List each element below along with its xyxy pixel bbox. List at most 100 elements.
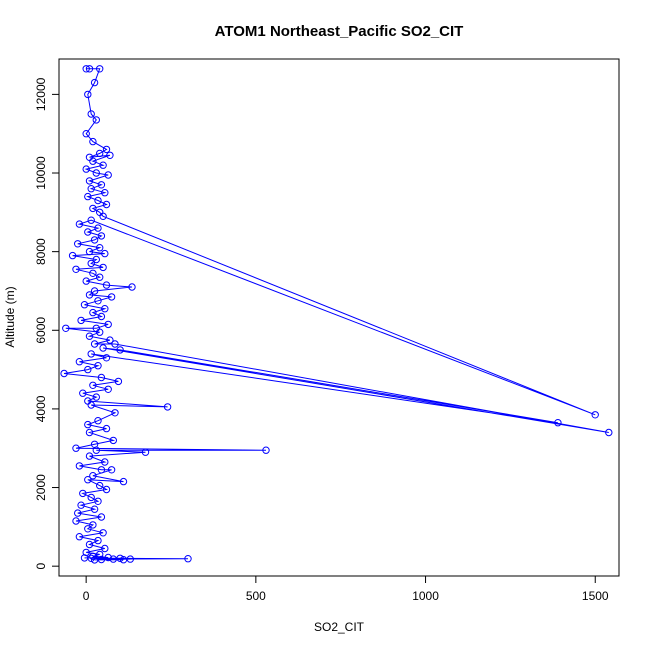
data-point xyxy=(85,428,94,437)
data-point xyxy=(97,373,106,382)
data-point xyxy=(72,265,80,273)
data-point xyxy=(116,346,124,354)
data-point xyxy=(85,332,94,340)
data-point xyxy=(109,436,118,445)
data-point xyxy=(114,377,123,386)
data-point xyxy=(99,161,107,169)
data-point xyxy=(84,90,92,99)
data-point xyxy=(85,65,94,73)
data-point xyxy=(104,385,112,393)
data-point xyxy=(90,287,99,295)
data-point xyxy=(163,403,172,411)
data-point xyxy=(90,505,99,513)
series-line xyxy=(64,68,609,561)
data-point xyxy=(89,381,97,389)
data-point xyxy=(84,228,92,236)
data-point xyxy=(82,277,90,285)
y-tick-label: 10000 xyxy=(34,156,48,190)
data-point xyxy=(60,369,68,378)
data-point xyxy=(97,312,106,321)
x-tick-label: 1000 xyxy=(412,589,439,603)
y-tick-label: 8000 xyxy=(34,238,48,265)
data-point xyxy=(74,509,82,517)
data-point xyxy=(87,350,95,358)
data-point xyxy=(111,340,119,348)
x-axis: 0 500 1000 1500 xyxy=(83,575,609,603)
y-tick-label: 0 xyxy=(34,563,48,570)
data-point xyxy=(89,472,97,480)
data-point xyxy=(99,212,107,221)
y-tick-label: 4000 xyxy=(34,395,48,422)
data-point xyxy=(75,358,84,366)
data-point xyxy=(90,556,99,564)
data-point xyxy=(92,393,101,401)
data-point xyxy=(82,165,90,173)
data-point xyxy=(92,169,101,177)
data-point xyxy=(85,247,94,256)
data-point xyxy=(107,293,116,301)
data-point xyxy=(77,501,85,509)
data-point xyxy=(87,110,95,118)
data-point xyxy=(96,65,104,73)
data-point xyxy=(102,485,111,494)
data-point xyxy=(591,411,599,419)
data-point xyxy=(96,481,104,490)
data-point xyxy=(85,291,94,299)
data-point xyxy=(89,552,97,560)
data-point xyxy=(89,269,97,277)
data-point xyxy=(97,181,106,189)
data-point xyxy=(99,529,107,537)
data-point xyxy=(104,171,112,179)
data-point xyxy=(94,196,102,205)
data-point xyxy=(90,236,99,244)
data-point xyxy=(99,263,107,272)
data-point xyxy=(62,324,70,332)
data-point xyxy=(94,224,102,232)
data-point xyxy=(94,362,102,370)
data-point xyxy=(79,489,87,498)
data-point xyxy=(87,185,95,193)
data-point xyxy=(101,189,109,197)
data-point xyxy=(89,521,97,529)
data-point xyxy=(94,417,102,425)
data-point xyxy=(85,540,94,549)
data-point xyxy=(96,149,104,158)
data-point xyxy=(92,255,101,264)
data-point xyxy=(80,301,89,309)
data-point xyxy=(96,550,104,559)
data-point xyxy=(102,200,111,209)
data-point xyxy=(141,448,150,456)
y-axis: 0 2000 4000 6000 8000 10000 12000 xyxy=(34,77,60,570)
y-tick-label: 6000 xyxy=(34,317,48,344)
data-point xyxy=(89,137,97,146)
data-point xyxy=(82,65,90,73)
data-point xyxy=(102,145,111,154)
data-point xyxy=(87,259,95,268)
data-point xyxy=(94,536,102,545)
data-point xyxy=(84,420,92,429)
data-point xyxy=(82,130,90,138)
data-point xyxy=(85,177,94,185)
data-point xyxy=(94,497,102,505)
data-point xyxy=(77,316,85,325)
data-point xyxy=(87,401,95,409)
data-point xyxy=(104,553,112,562)
data-point xyxy=(87,493,95,502)
data-point xyxy=(92,446,101,454)
data-point xyxy=(106,336,114,344)
data-point xyxy=(94,297,102,305)
data-point xyxy=(84,365,92,374)
data-point xyxy=(97,466,106,474)
y-axis-label: Altitude (m) xyxy=(3,286,17,347)
data-point xyxy=(119,556,128,564)
data-point xyxy=(84,476,92,484)
data-point xyxy=(262,446,270,454)
plot-area xyxy=(60,65,613,564)
x-axis-label: SO2_CIT xyxy=(314,620,365,634)
plot-frame xyxy=(58,58,620,577)
data-point xyxy=(104,320,112,329)
data-point xyxy=(97,513,106,521)
data-point xyxy=(111,409,119,417)
data-point xyxy=(97,232,106,240)
